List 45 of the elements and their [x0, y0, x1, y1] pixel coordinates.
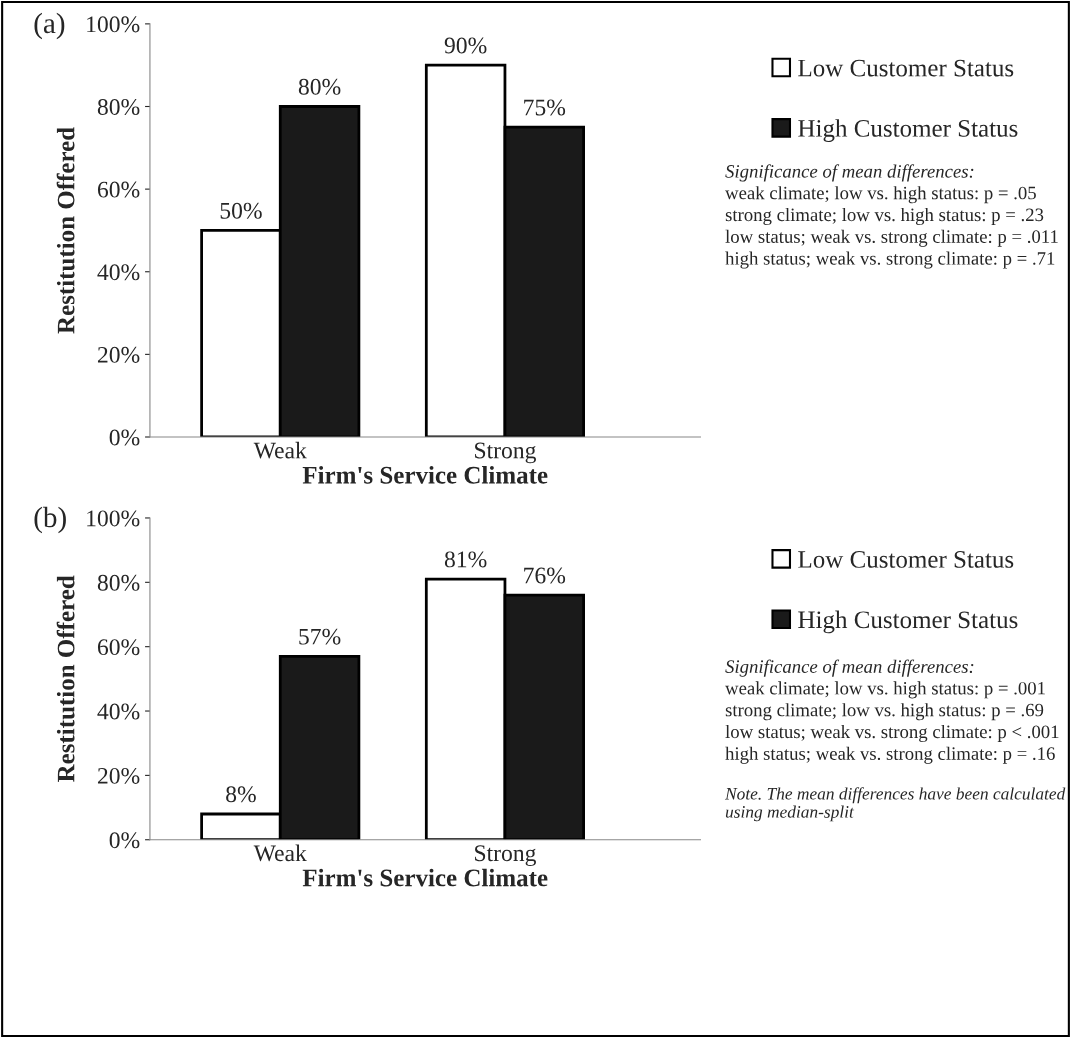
text: low status; weak vs. strong climate: p < .001: [725, 724, 1059, 742]
legend-label: Low Customer Status: [798, 551, 1014, 568]
text: Significance of mean differences:: [725, 164, 974, 182]
y-tick-label: 60%: [97, 181, 140, 198]
y-tick-label: 0%: [109, 832, 140, 849]
x-axis-title: Firm's Service Climate: [302, 868, 548, 887]
text: weak climate; low vs. high status: p = .001: [725, 681, 1045, 699]
text: Significance of mean differences:: [725, 659, 974, 677]
x-axis-title: Firm's Service Climate: [302, 466, 548, 484]
chart-title: (a): [34, 12, 65, 40]
data-label: 80%: [298, 78, 341, 95]
data-label: 75%: [524, 99, 566, 116]
text: strong climate; low vs. high status: p = .69: [725, 703, 1044, 721]
text: strong climate; low vs. high status: p = .23: [725, 207, 1044, 225]
y-axis-title: Restitution Offered: [56, 575, 75, 782]
y-tick-label: 0%: [109, 429, 140, 446]
legend-label: High Customer Status: [798, 610, 1018, 634]
y-tick-label: 80%: [97, 574, 140, 591]
x-tick-label: Weak: [253, 441, 307, 459]
text: Note. The mean differences have been calculated using median-split: [724, 787, 1066, 822]
y-tick-label: 20%: [97, 767, 140, 784]
y-tick-label: 100%: [87, 510, 140, 527]
y-tick-label: 20%: [97, 346, 140, 363]
data-label: 81%: [444, 551, 487, 568]
legend-label: High Customer Status: [798, 119, 1018, 142]
text: high status; weak vs. strong climate: p = .16: [725, 746, 1055, 764]
chart-title: (b): [34, 506, 66, 534]
data-label: 76%: [524, 567, 566, 584]
data-label: 57%: [299, 628, 341, 645]
text: weak climate; low vs. high status: p = .05: [725, 186, 1036, 204]
y-tick-label: 60%: [97, 639, 140, 656]
text: high status; weak vs. strong climate: p = .71: [725, 251, 1055, 269]
legend-label: Low Customer Status: [798, 59, 1014, 77]
x-tick-label: Strong: [475, 845, 536, 867]
y-tick-label: 80%: [97, 98, 140, 115]
data-label: 90%: [444, 37, 487, 54]
y-tick-label: 100%: [87, 16, 140, 33]
text: low status; weak vs. strong climate: p = .011: [725, 229, 1058, 247]
data-label: 8%: [226, 786, 256, 803]
y-axis-title: Restitution Offered: [56, 127, 75, 334]
data-label: 50%: [220, 202, 262, 219]
x-tick-label: Strong: [475, 442, 536, 464]
y-tick-label: 40%: [97, 703, 140, 720]
y-tick-label: 40%: [97, 264, 140, 281]
x-tick-label: Weak: [253, 844, 307, 862]
